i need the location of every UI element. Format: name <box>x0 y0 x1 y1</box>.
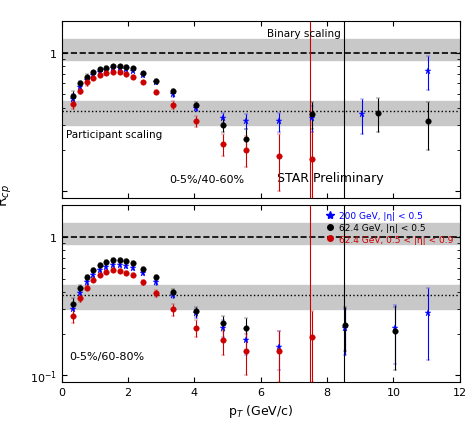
Bar <box>62 285 460 309</box>
Legend: 200 GeV, |η| < 0.5, 62.4 GeV, |η| < 0.5, 62.4 GeV, 0.5 < |η| < 0.9: 200 GeV, |η| < 0.5, 62.4 GeV, |η| < 0.5,… <box>323 210 455 246</box>
Bar <box>62 102 460 126</box>
Text: Participant scaling: Participant scaling <box>65 130 162 140</box>
Bar <box>62 224 460 245</box>
Text: 0-5%/40-60%: 0-5%/40-60% <box>169 174 244 184</box>
Bar <box>62 40 460 61</box>
X-axis label: p$_T$ (GeV/c): p$_T$ (GeV/c) <box>228 402 293 419</box>
Text: 0-5%/60-80%: 0-5%/60-80% <box>70 351 145 361</box>
Text: STAR Preliminary: STAR Preliminary <box>277 171 383 184</box>
Text: Binary scaling: Binary scaling <box>266 29 340 39</box>
Text: R$_{cp}$: R$_{cp}$ <box>0 184 14 207</box>
